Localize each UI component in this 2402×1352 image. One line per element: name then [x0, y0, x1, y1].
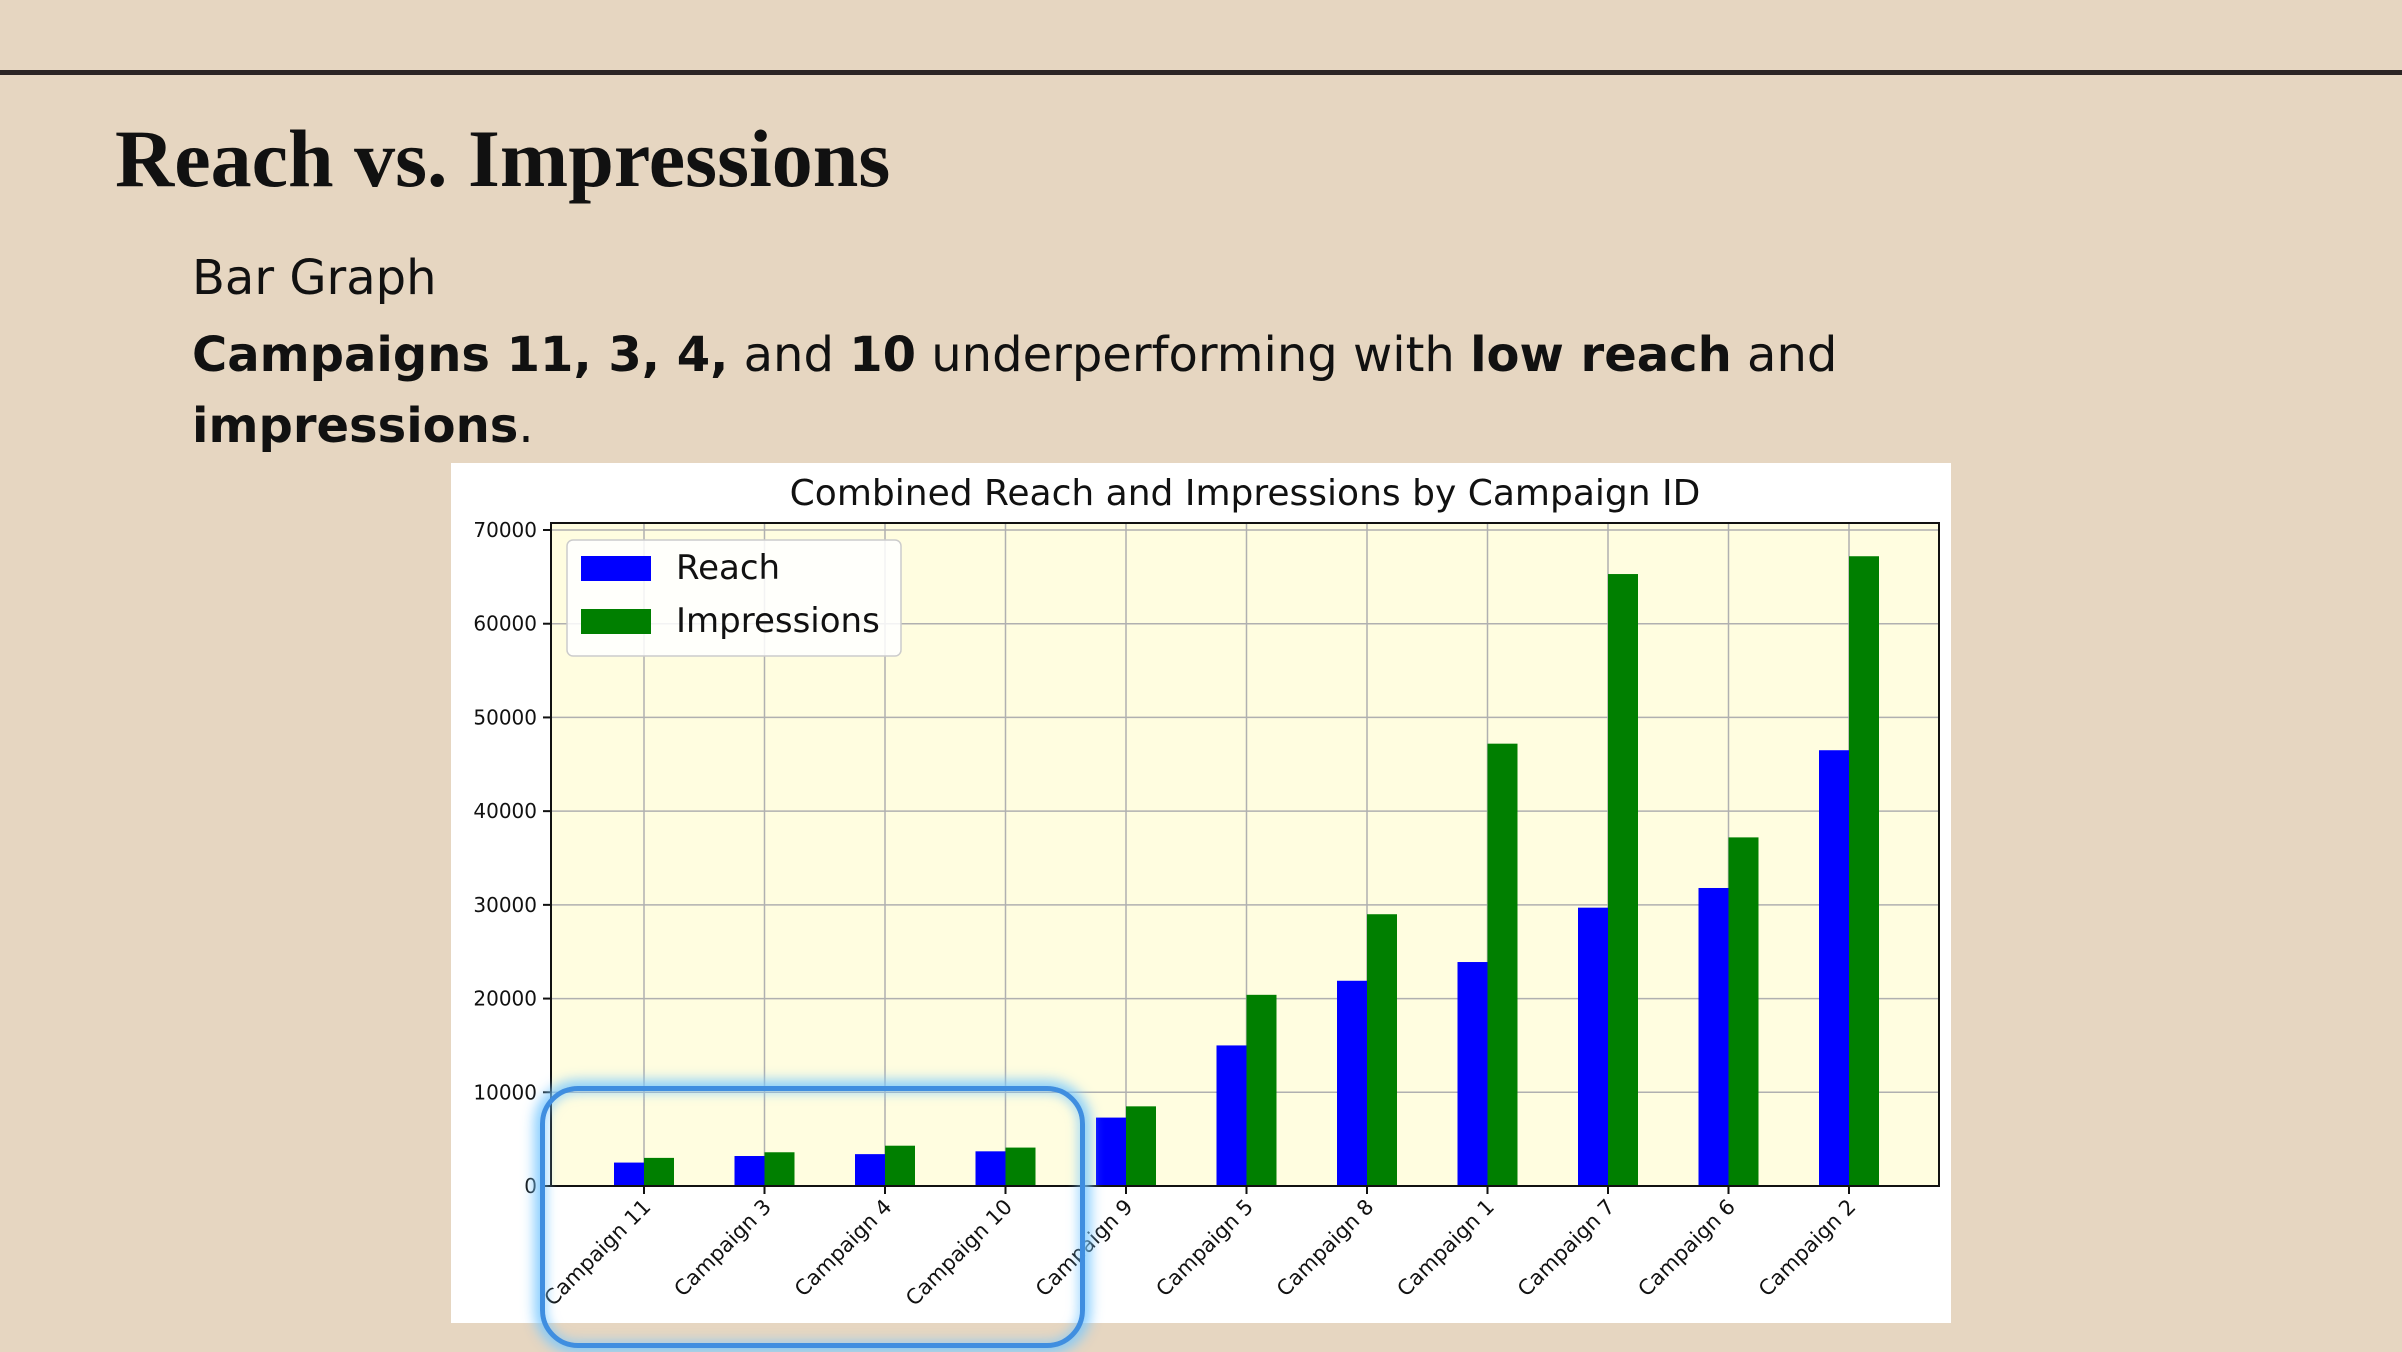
- note-part-3: 10: [849, 327, 916, 383]
- bar-reach-5: [1096, 1117, 1126, 1186]
- note-part-6: and: [1731, 327, 1838, 383]
- bar-reach-9: [1578, 907, 1608, 1186]
- bar-reach-4: [975, 1151, 1006, 1186]
- y-tick-label: 0: [524, 1174, 537, 1198]
- bar-reach-3: [855, 1154, 885, 1186]
- y-tick-label: 40000: [473, 799, 537, 823]
- chart-title: Combined Reach and Impressions by Campai…: [790, 473, 1701, 514]
- y-tick-label: 50000: [473, 705, 537, 729]
- plot-frame: [550, 522, 1940, 1187]
- bar-reach-6: [1216, 1045, 1247, 1186]
- slide-title: Reach vs. Impressions: [115, 113, 891, 204]
- y-tick-label: 30000: [473, 893, 537, 917]
- note-part-1: Campaigns 11, 3, 4,: [192, 327, 729, 383]
- slide-subtitle: Bar Graph: [192, 250, 437, 306]
- legend: Reach Impressions: [566, 539, 902, 657]
- y-tick-label: 70000: [473, 518, 537, 542]
- y-tick-label: 20000: [473, 987, 537, 1011]
- legend-swatch-impressions: [581, 609, 651, 634]
- bars: [614, 556, 1879, 1186]
- legend-swatch-reach: [581, 556, 651, 581]
- y-axis-ticks: 0 10000 20000 30000 40000 50000 60000 70000: [473, 518, 551, 1198]
- note-part-8: .: [518, 398, 534, 454]
- bar-reach-7: [1337, 980, 1367, 1186]
- bar-impressions-1: [644, 1157, 674, 1186]
- bar-impressions-4: [1005, 1147, 1036, 1186]
- note-part-4: underperforming with: [916, 327, 1471, 383]
- bar-reach-11: [1819, 750, 1849, 1186]
- bar-impressions-5: [1126, 1106, 1156, 1186]
- legend-label-reach: Reach: [676, 548, 780, 588]
- bar-reach-8: [1457, 962, 1488, 1186]
- summary-note: Campaigns 11, 3, 4, and 10 underperformi…: [192, 320, 2042, 462]
- bar-impressions-8: [1487, 743, 1518, 1186]
- bar-reach-2: [734, 1156, 765, 1186]
- bar-impressions-9: [1608, 574, 1638, 1186]
- top-rule: [0, 70, 2402, 75]
- bar-impressions-3: [885, 1145, 915, 1186]
- y-tick-label: 10000: [473, 1080, 537, 1104]
- note-part-7: impressions: [192, 398, 519, 454]
- note-part-2: and: [728, 327, 850, 383]
- bar-impressions-2: [764, 1152, 795, 1186]
- bar-reach-1: [614, 1162, 644, 1186]
- y-tick-label: 60000: [473, 612, 537, 636]
- note-part-5: low reach: [1470, 327, 1732, 383]
- bar-impressions-10: [1728, 837, 1759, 1186]
- bar-impressions-7: [1367, 914, 1397, 1186]
- bar-chart: 0 10000 20000 30000 40000 50000 60000 70000 Cam…: [451, 463, 1951, 1323]
- bar-impressions-6: [1246, 994, 1277, 1186]
- underperforming-highlight: [540, 1086, 1085, 1348]
- bar-reach-10: [1698, 887, 1729, 1186]
- legend-label-impressions: Impressions: [676, 601, 880, 641]
- bar-impressions-11: [1849, 556, 1879, 1186]
